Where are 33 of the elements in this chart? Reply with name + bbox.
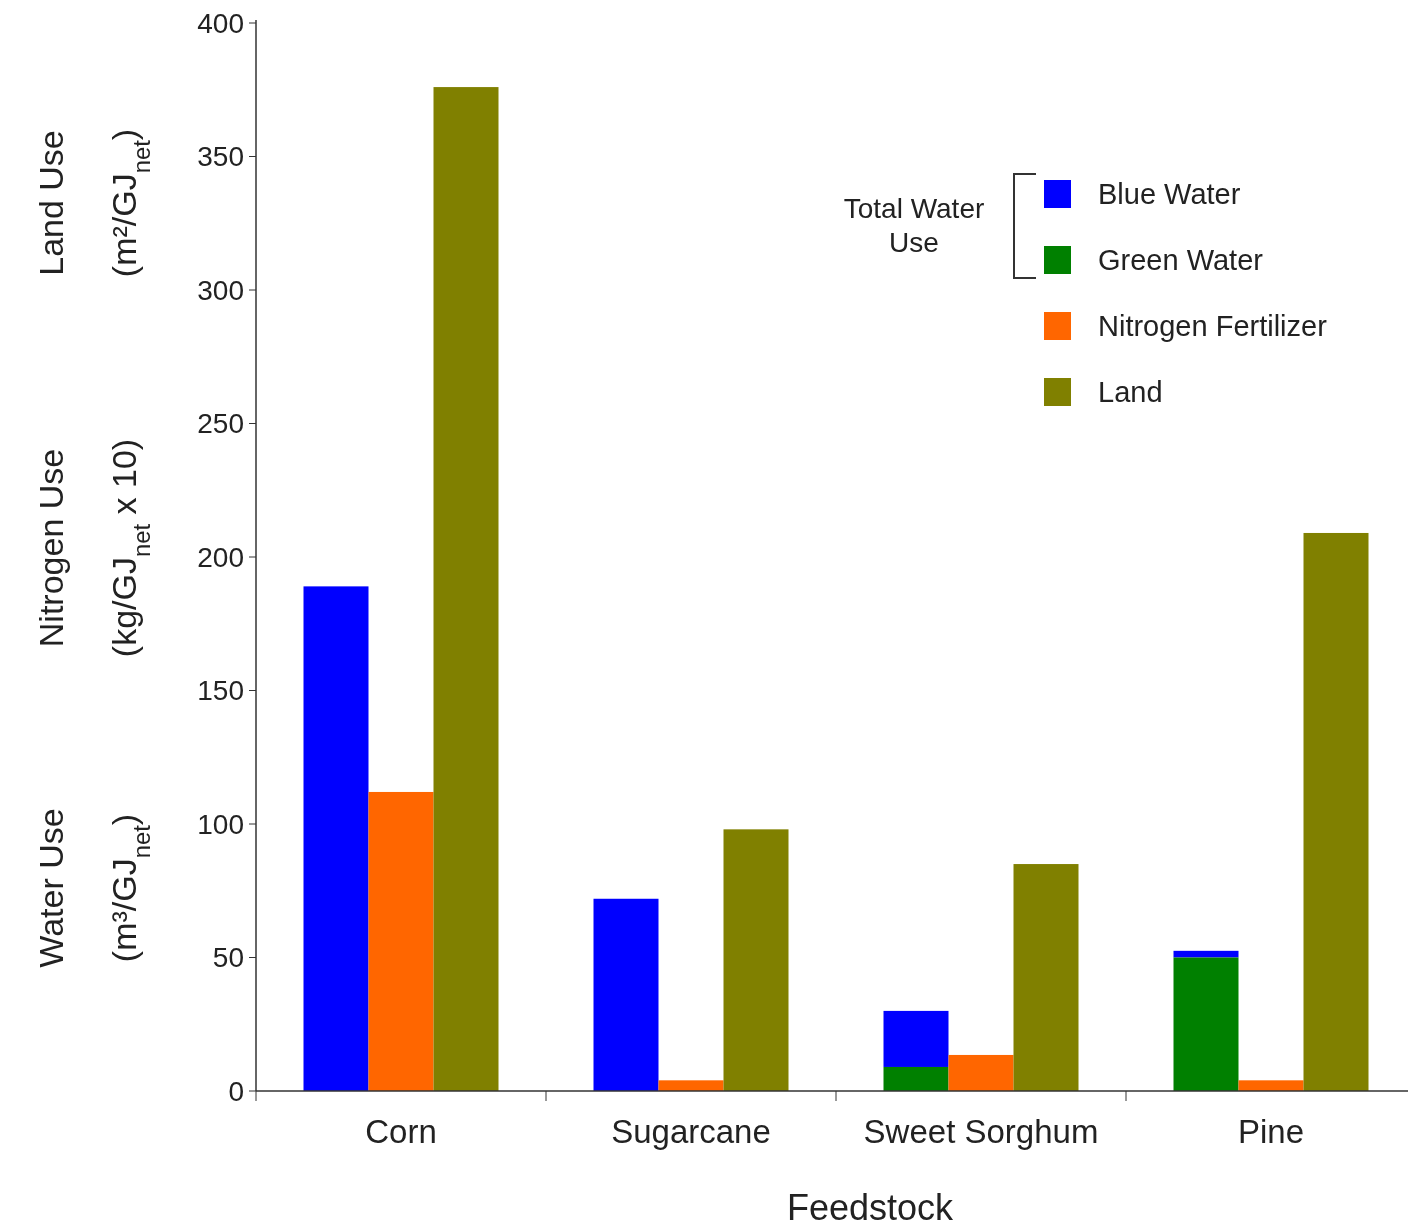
bar (593, 898, 659, 1091)
y-tick-label: 150 (197, 675, 244, 707)
bar (658, 1080, 724, 1091)
bar (723, 829, 789, 1091)
x-tick-label: Pine (1237, 1113, 1305, 1150)
legend-label: Land (1098, 376, 1163, 409)
x-axis-title: Feedstock (786, 1187, 955, 1224)
bar (368, 791, 434, 1091)
y-tick-label: 300 (197, 274, 244, 306)
legend-label: Blue Water (1098, 178, 1241, 211)
y-tick-label: 200 (197, 541, 244, 573)
x-tick-label: Sugarcane (611, 1113, 771, 1150)
bar (1173, 957, 1239, 1091)
bar (1238, 1080, 1304, 1091)
x-tick-label: Sweet Sorghum (863, 1113, 1099, 1150)
y-tick-label: 0 (228, 1075, 244, 1107)
y-tick-label: 50 (212, 942, 244, 974)
bar (883, 1066, 949, 1091)
y-tick-label: 250 (197, 408, 244, 440)
bar (433, 87, 499, 1091)
x-tick-label: Corn (365, 1113, 437, 1150)
bar (1303, 532, 1369, 1091)
legend-label: Nitrogen Fertilizer (1098, 310, 1328, 343)
y-tick-label: 100 (197, 808, 244, 840)
y-tick-label: 400 (197, 7, 244, 39)
annotation: Total Water Use (843, 193, 985, 258)
bar (1173, 950, 1239, 958)
legend-label: Green Water (1098, 244, 1264, 277)
bar (303, 586, 369, 1091)
y-tick-label: 350 (197, 141, 244, 173)
bar (1013, 864, 1079, 1091)
bar (948, 1054, 1014, 1091)
bar (883, 1010, 949, 1067)
